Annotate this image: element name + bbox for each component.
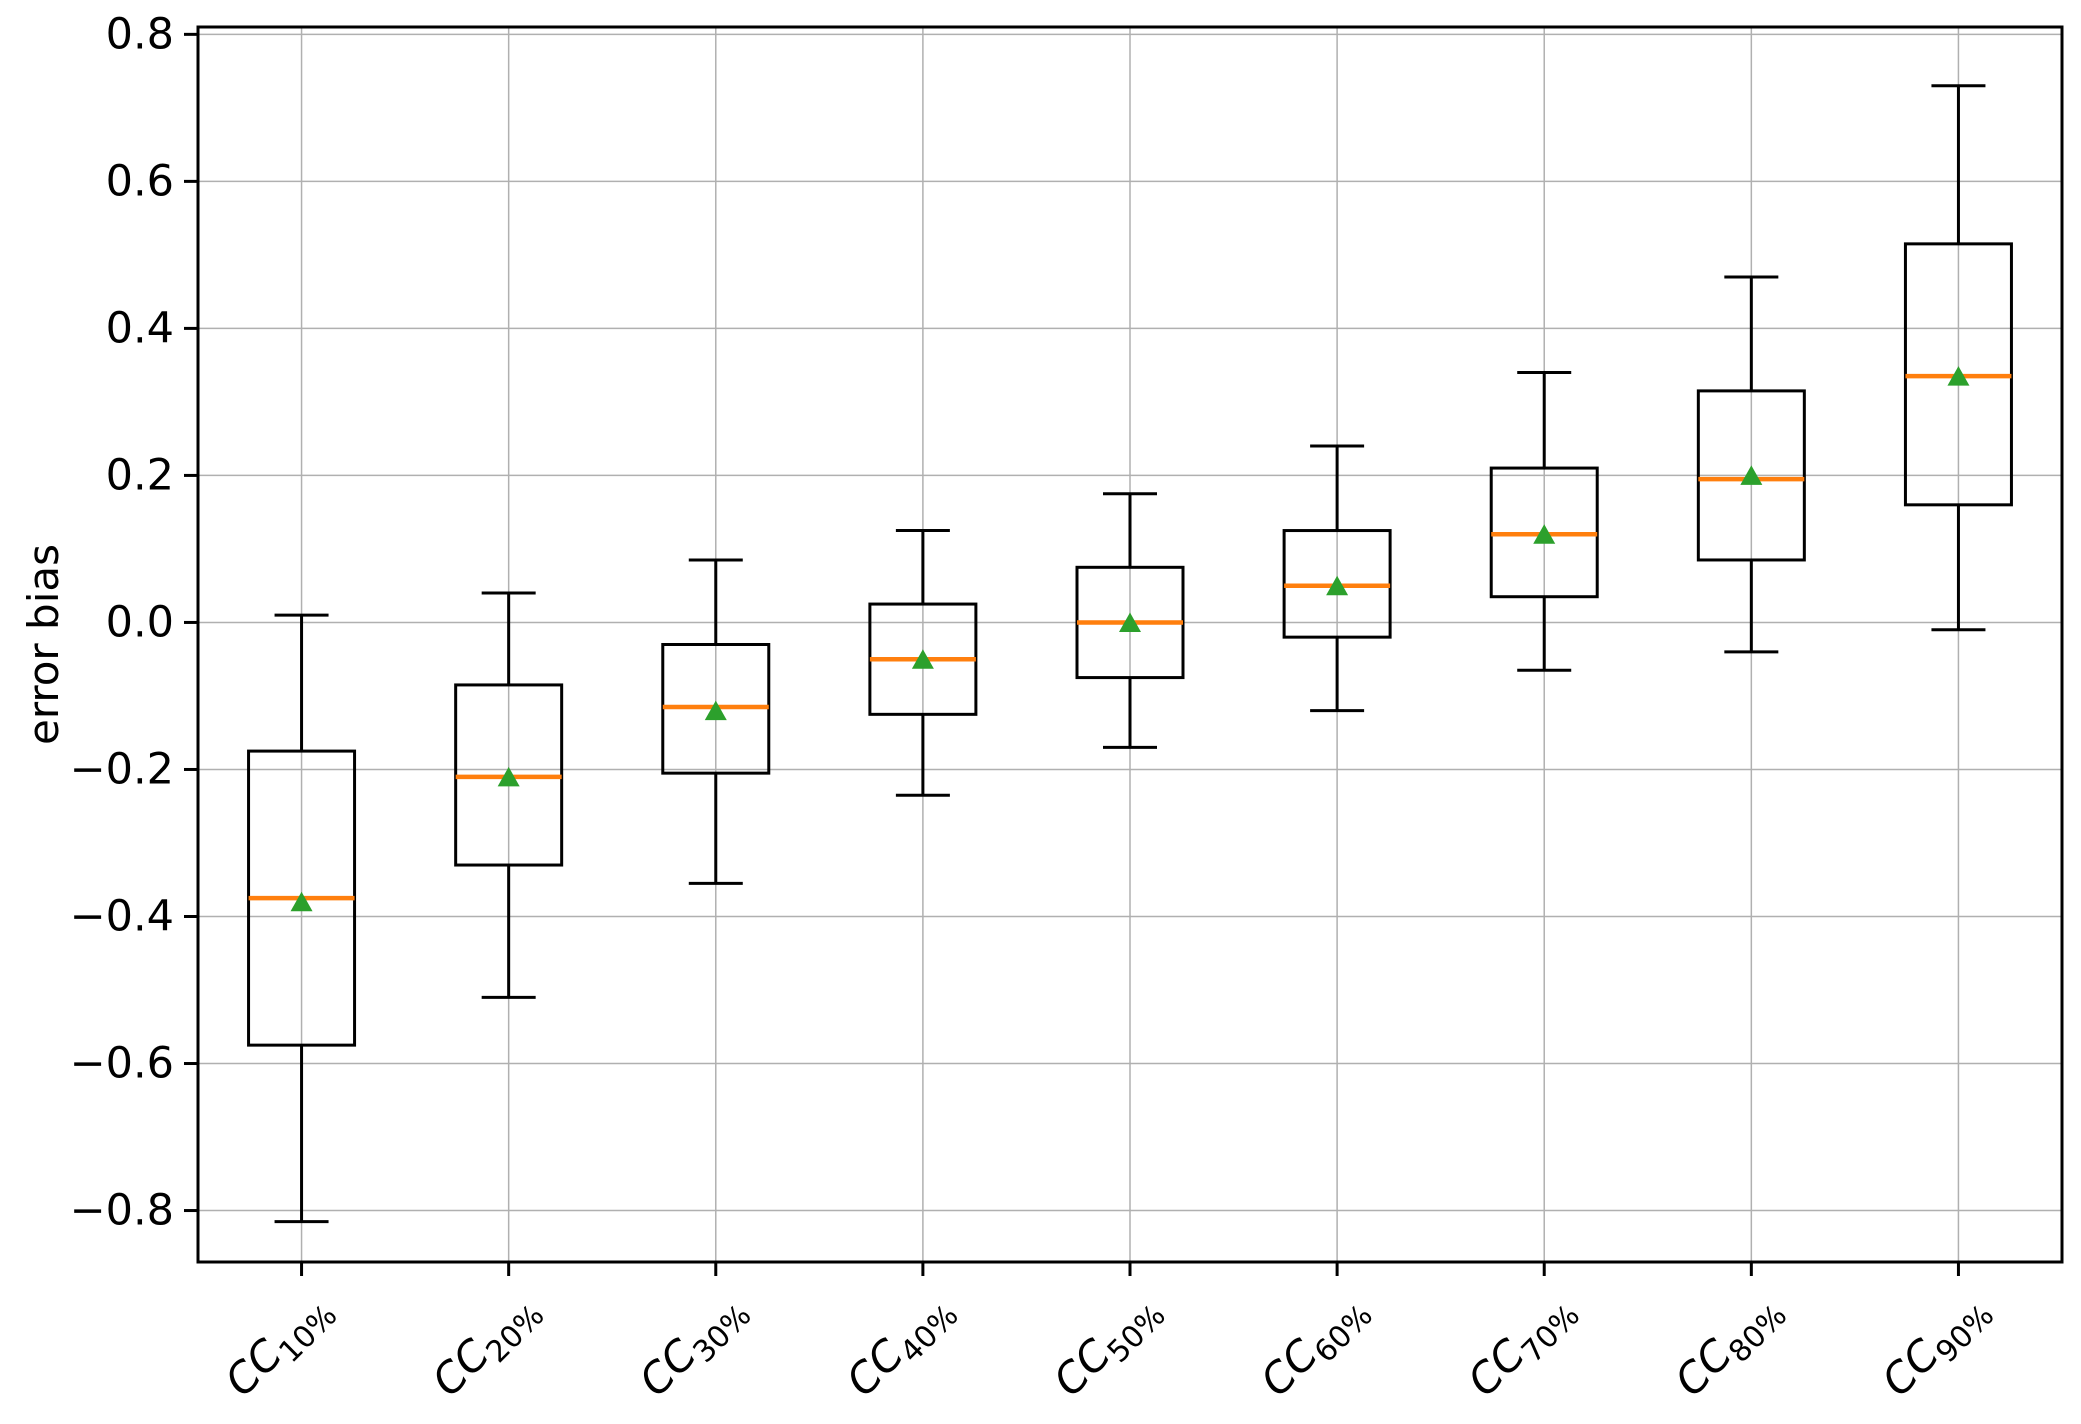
y-tick-label: 0.0: [106, 597, 174, 647]
iqr-box: [1696, 389, 1806, 562]
mean-marker: [1119, 612, 1141, 632]
box-group-cc80%: [1696, 275, 1806, 654]
box-group-cc50%: [1075, 492, 1185, 749]
box-group-cc90%: [1903, 84, 2013, 632]
mean-marker: [911, 649, 934, 669]
mean-marker: [1740, 465, 1763, 485]
mean-marker: [1533, 524, 1556, 544]
y-tick-label: −0.6: [70, 1039, 174, 1089]
box-group-cc30%: [661, 558, 771, 885]
mean-marker: [1947, 366, 1970, 386]
y-tick-label: 0.2: [106, 450, 174, 500]
mean-marker: [1326, 575, 1349, 596]
y-axis-label: error bias: [19, 544, 68, 745]
box-group-cc70%: [1489, 371, 1599, 672]
y-tick-label: −0.4: [70, 891, 174, 941]
plot-border: [196, 25, 2064, 1264]
y-tick-label: −0.8: [70, 1186, 174, 1236]
y-tick-label: −0.2: [70, 744, 174, 794]
y-tick-label: 0.6: [106, 156, 174, 206]
box-group-cc20%: [454, 591, 564, 999]
mean-marker: [704, 700, 727, 721]
y-axis: 0.8 0.6 0.4 0.2 0.0 −0.2 −0.4 −0.6 −0.8 error bia…: [19, 9, 198, 1236]
mean-marker: [290, 891, 313, 912]
mean-marker: [497, 766, 520, 787]
y-tick-label: 0.4: [106, 303, 174, 353]
y-tick-label: 0.8: [106, 9, 174, 59]
box-group-cc40%: [868, 529, 978, 797]
box-group-cc60%: [1282, 444, 1392, 713]
box-group-cc10%: [247, 613, 357, 1224]
